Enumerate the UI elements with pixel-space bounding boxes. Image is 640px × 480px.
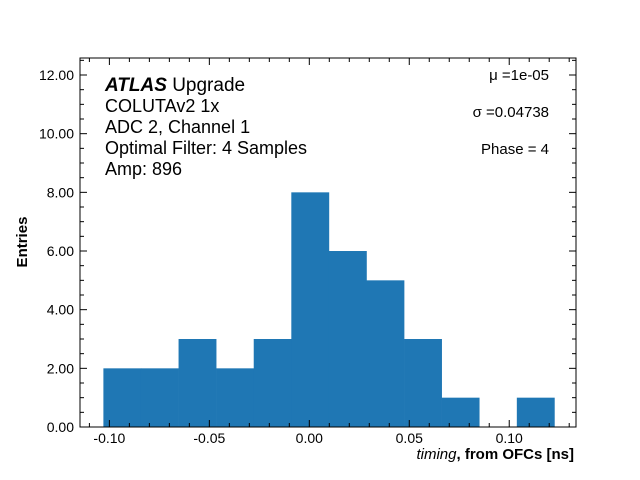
- y-tick-label: 6.00: [47, 243, 74, 259]
- histogram-bar: [253, 339, 292, 427]
- histogram-bar: [328, 251, 367, 427]
- annotation-line-2: ADC 2, Channel 1: [105, 117, 250, 137]
- phase-label: Phase = 4: [481, 141, 549, 158]
- x-axis-label-bold: , from OFCs [ns]: [456, 446, 574, 463]
- y-tick-label: 8.00: [47, 184, 74, 200]
- histogram-bar: [366, 280, 405, 427]
- atlas-suffix: Upgrade: [167, 75, 245, 96]
- y-tick-label: 12.00: [39, 67, 74, 83]
- x-tick-label: -0.10: [93, 430, 125, 446]
- histogram-bar: [291, 192, 330, 427]
- y-tick-label: 10.00: [39, 126, 74, 142]
- ticks: [80, 58, 576, 428]
- x-tick-label: 0.10: [496, 430, 523, 446]
- annotation-line-4: Amp: 896: [105, 159, 182, 179]
- x-tick-label: 0.00: [296, 430, 323, 446]
- x-axis-label: timing, from OFCs [ns]: [416, 446, 574, 463]
- x-tick-label: -0.05: [193, 430, 225, 446]
- histogram-bar: [404, 339, 442, 427]
- annotation-line-1: COLUTAv2 1x: [105, 96, 219, 116]
- mean-label: μ =1e-05: [489, 67, 549, 84]
- histogram-bar: [441, 397, 480, 427]
- y-tick-label: 0.00: [47, 419, 74, 435]
- histogram-bar: [516, 397, 555, 427]
- sigma-label: σ =0.04738: [473, 104, 549, 121]
- y-tick-label: 4.00: [47, 302, 74, 318]
- histogram-bar: [140, 368, 179, 427]
- y-tick-label: 2.00: [47, 360, 74, 376]
- histogram-bar: [216, 368, 255, 427]
- x-axis-label-italic: timing: [416, 446, 457, 463]
- bars: [103, 192, 555, 427]
- histogram-bar: [178, 339, 217, 427]
- x-tick-label: 0.05: [396, 430, 423, 446]
- y-axis-label: Entries: [14, 217, 31, 268]
- atlas-label: ATLAS Upgrade: [104, 75, 245, 96]
- histogram-bar: [103, 368, 142, 427]
- atlas-logo-text: ATLAS: [104, 75, 167, 96]
- annotation-line-3: Optimal Filter: 4 Samples: [105, 138, 307, 158]
- plot-frame: [79, 57, 577, 428]
